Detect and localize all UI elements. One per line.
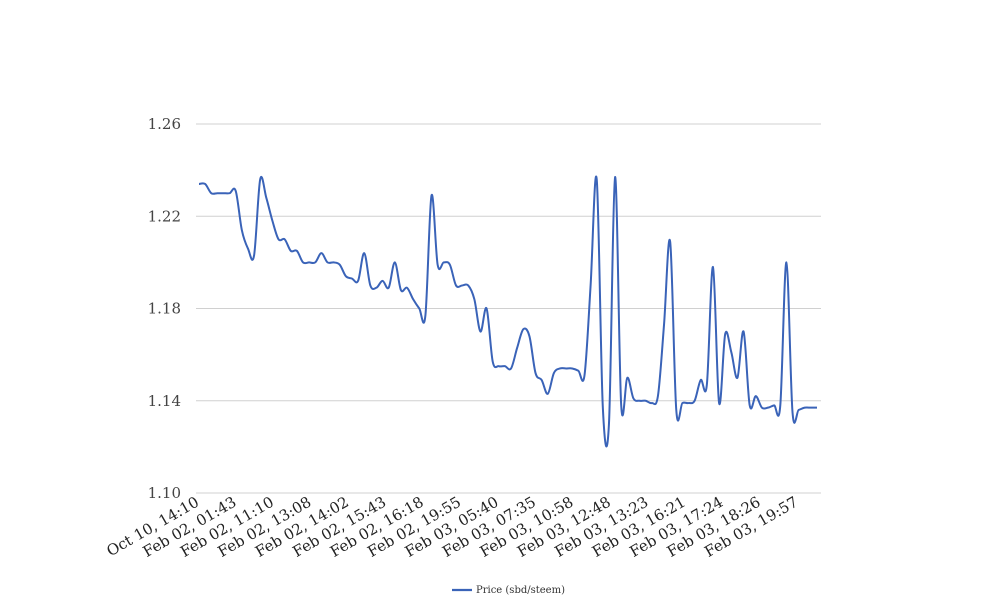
series-line-price — [198, 175, 817, 448]
y-tick-label: 1.10 — [148, 484, 181, 502]
y-axis-tick-labels: 1.10 1.14 1.18 1.22 1.26 — [148, 115, 181, 502]
y-tick-label: 1.14 — [148, 392, 181, 410]
gridlines — [196, 123, 821, 494]
y-tick-label: 1.22 — [148, 207, 181, 225]
legend: Price (sbd/steem) — [452, 585, 565, 596]
y-tick-label: 1.26 — [148, 115, 181, 133]
legend-label: Price (sbd/steem) — [476, 585, 565, 596]
series-layer — [198, 175, 817, 448]
y-tick-label: 1.18 — [148, 300, 181, 318]
